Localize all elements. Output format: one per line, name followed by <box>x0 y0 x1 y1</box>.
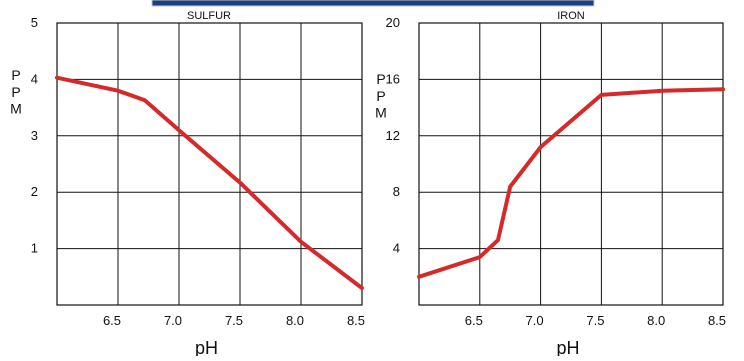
y-tick-label: 16 <box>386 71 400 86</box>
y-tick-label: 4 <box>393 241 400 256</box>
x-axis-title: pH <box>556 338 579 356</box>
x-tick-label: 6.5 <box>465 313 483 328</box>
x-axis-title: pH <box>195 338 218 356</box>
y-axis-title-letter: M <box>10 101 22 117</box>
plot-frame <box>418 22 724 306</box>
x-tick-label: 7.0 <box>526 313 544 328</box>
x-tick-label: 8.5 <box>347 313 365 328</box>
y-tick-label: 1 <box>31 241 38 256</box>
chart-title: IRON <box>557 10 585 22</box>
y-axis-title-letter: P <box>11 84 20 100</box>
y-tick-label: 8 <box>393 184 400 199</box>
y-tick-label: 20 <box>386 15 400 30</box>
chart-title: SULFUR <box>187 10 231 22</box>
y-axis-title-letter: P <box>376 88 385 104</box>
x-tick-label: 8.0 <box>286 313 304 328</box>
y-tick-label: 12 <box>386 128 400 143</box>
series-line <box>417 87 725 279</box>
series-line <box>55 75 364 291</box>
x-tick-label: 7.5 <box>586 313 604 328</box>
x-tick-label: 6.5 <box>103 313 121 328</box>
x-tick-label: 7.5 <box>225 313 243 328</box>
y-tick-label: 3 <box>31 128 38 143</box>
x-tick-label: 8.5 <box>708 313 726 328</box>
y-tick-label: 2 <box>31 184 38 199</box>
y-axis-title-letter: M <box>375 105 387 121</box>
y-axis-title-letter: P <box>376 71 385 87</box>
y-tick-label: 4 <box>31 71 38 86</box>
header-banner <box>151 0 595 7</box>
y-axis-title-letter: P <box>11 67 20 83</box>
x-tick-label: 7.0 <box>164 313 182 328</box>
plot-frame <box>56 22 363 306</box>
x-tick-label: 8.0 <box>647 313 665 328</box>
y-tick-label: 5 <box>31 15 38 30</box>
